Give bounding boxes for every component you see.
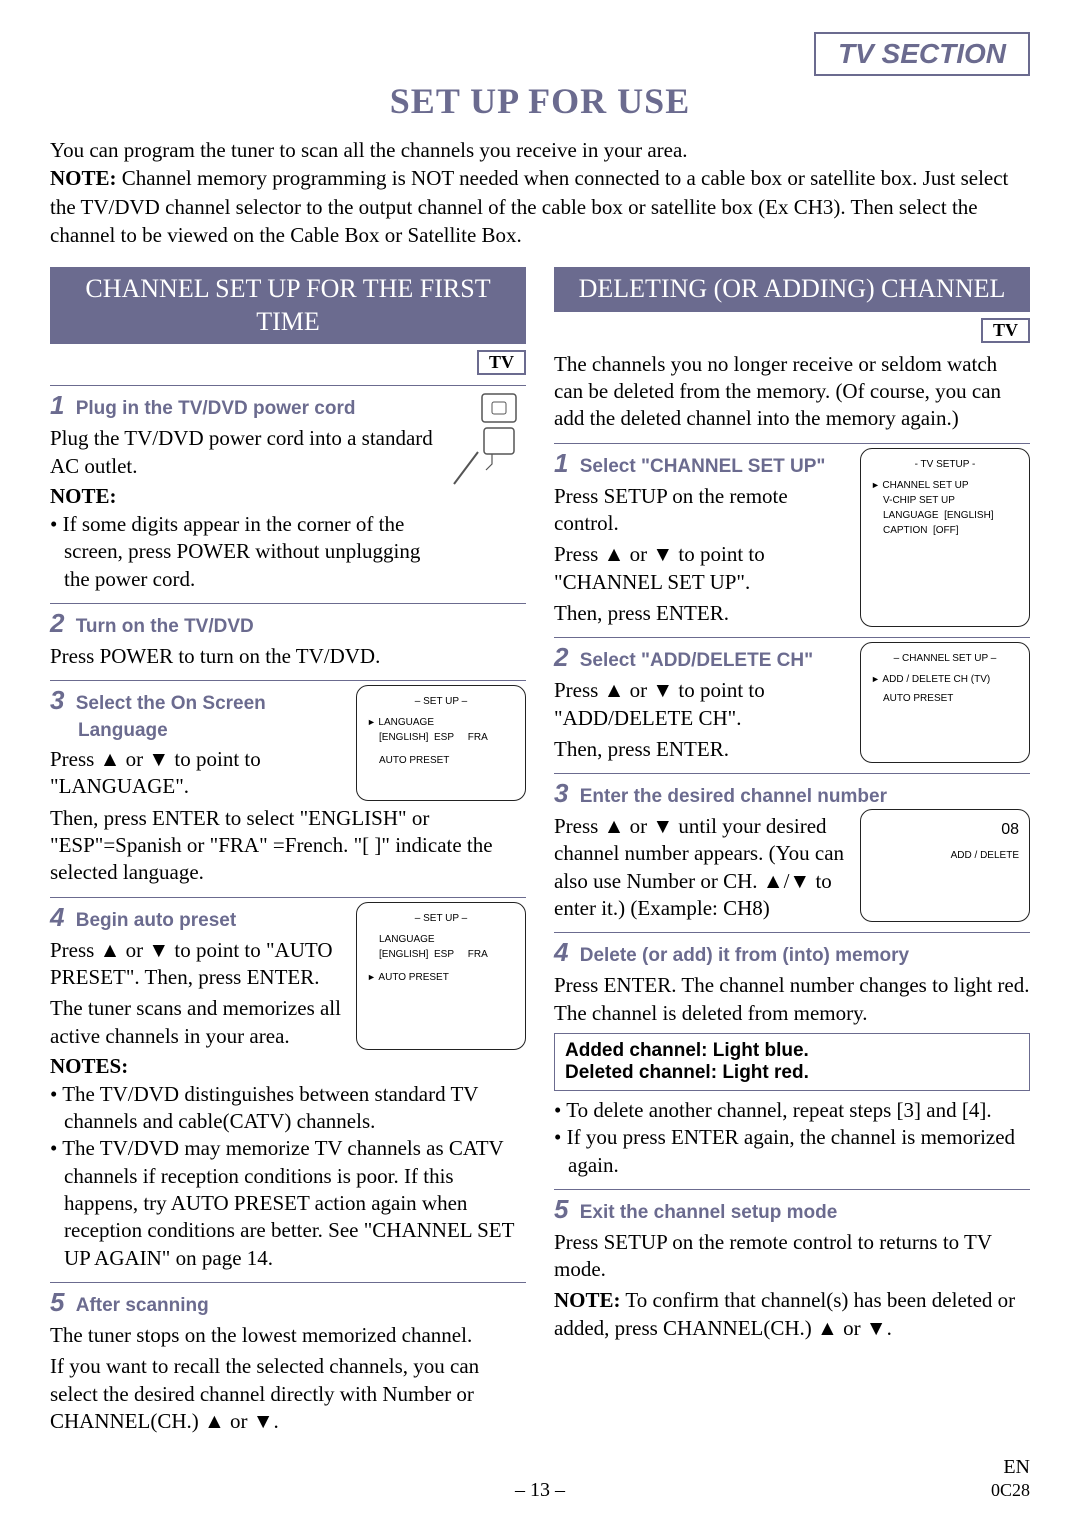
- step2-title: Turn on the TV/DVD: [76, 616, 254, 637]
- osd-title: – CHANNEL SET UP –: [871, 651, 1019, 666]
- osd-line: CAPTION [OFF]: [871, 523, 1019, 538]
- tv-section-label: TV SECTION: [814, 32, 1030, 76]
- page-title: SET UP FOR USE: [50, 80, 1030, 122]
- step5-body1: The tuner stops on the lowest memorized …: [50, 1322, 526, 1349]
- osd-setup-1: – SET UP – LANGUAGE [ENGLISH] ESP FRA AU…: [356, 685, 526, 801]
- step1-title: Plug in the TV/DVD power cord: [76, 398, 356, 419]
- left-column: CHANNEL SET UP FOR THE FIRST TIME TV 1 P…: [50, 267, 526, 1435]
- step4-b1: The TV/DVD distinguishes between standar…: [50, 1081, 526, 1136]
- rstep1-body1: Press SETUP on the remote control.: [554, 483, 848, 538]
- rstep5-num: 5: [554, 1194, 568, 1224]
- callout-added: Added channel: Light blue.: [565, 1040, 1019, 1062]
- osd-line: [ENGLISH] ESP FRA: [367, 730, 515, 745]
- step3-title: Select the On Screen: [76, 693, 266, 714]
- rstep5-title: Exit the channel setup mode: [580, 1202, 838, 1223]
- rstep5-note-label: NOTE:: [554, 1288, 621, 1312]
- osd-tvsetup: - TV SETUP - CHANNEL SET UP V-CHIP SET U…: [860, 448, 1030, 627]
- intro-line1: You can program the tuner to scan all th…: [50, 138, 688, 162]
- step1-num: 1: [50, 390, 64, 420]
- step3-subtitle: Language: [50, 720, 344, 742]
- osd-line: AUTO PRESET: [871, 691, 1019, 706]
- osd-line: ADD / DELETE CH (TV): [871, 672, 1019, 687]
- step3-body2: Then, press ENTER to select "ENGLISH" or…: [50, 805, 526, 887]
- plug-illustration: [448, 390, 526, 490]
- footer-en: EN: [1003, 1456, 1030, 1478]
- right-intro: The channels you no longer receive or se…: [554, 351, 1030, 433]
- osd-line: LANGUAGE: [367, 932, 515, 947]
- osd-adddelete: 08 ADD / DELETE: [860, 809, 1030, 922]
- rstep3-num: 3: [554, 778, 568, 808]
- step4-b2: The TV/DVD may memorize TV channels as C…: [50, 1135, 526, 1271]
- osd-line: [ENGLISH] ESP FRA: [367, 947, 515, 962]
- step1-bullet: If some digits appear in the corner of t…: [50, 511, 436, 593]
- osd-line: LANGUAGE [ENGLISH]: [871, 508, 1019, 523]
- osd-line: AUTO PRESET: [367, 753, 515, 768]
- osd-title: - TV SETUP -: [871, 457, 1019, 472]
- rstep1-body3: Then, press ENTER.: [554, 600, 848, 627]
- color-callout: Added channel: Light blue. Deleted chann…: [554, 1033, 1030, 1091]
- rstep4-b1: To delete another channel, repeat steps …: [554, 1097, 1030, 1124]
- rstep4-num: 4: [554, 937, 568, 967]
- rstep5-note: NOTE: To confirm that channel(s) has bee…: [554, 1287, 1030, 1342]
- step5-title: After scanning: [76, 1295, 209, 1316]
- step4-title: Begin auto preset: [76, 910, 236, 931]
- step3-num: 3: [50, 685, 64, 715]
- osd-line: CHANNEL SET UP: [871, 478, 1019, 493]
- step1-note-label: NOTE:: [50, 484, 436, 509]
- intro-note-body: Channel memory programming is NOT needed…: [50, 166, 1008, 247]
- intro-block: You can program the tuner to scan all th…: [50, 136, 1030, 249]
- step4-body1: Press ▲ or ▼ to point to "AUTO PRESET". …: [50, 937, 344, 992]
- step3-body1: Press ▲ or ▼ to point to "LANGUAGE".: [50, 746, 344, 801]
- rstep3-title: Enter the desired channel number: [580, 786, 887, 807]
- osd-line: AUTO PRESET: [367, 970, 515, 985]
- footer-code-num: 0C28: [991, 1480, 1030, 1500]
- osd-line: ADD / DELETE: [871, 848, 1019, 863]
- step5-num: 5: [50, 1287, 64, 1317]
- osd-title: – SET UP –: [367, 694, 515, 709]
- osd-title: – SET UP –: [367, 911, 515, 926]
- osd-line: LANGUAGE: [367, 715, 515, 730]
- rstep3-body: Press ▲ or ▼ until your desired channel …: [554, 813, 848, 922]
- step4-body2: The tuner scans and memorizes all active…: [50, 995, 344, 1050]
- osd-channelsetup: – CHANNEL SET UP – ADD / DELETE CH (TV) …: [860, 642, 1030, 763]
- rstep5-body1: Press SETUP on the remote control to ret…: [554, 1229, 1030, 1284]
- rstep4-b2: If you press ENTER again, the channel is…: [554, 1124, 1030, 1179]
- rstep1-body2: Press ▲ or ▼ to point to "CHANNEL SET UP…: [554, 541, 848, 596]
- rstep1-num: 1: [554, 448, 568, 478]
- step1-body: Plug the TV/DVD power cord into a standa…: [50, 425, 436, 480]
- step4-num: 4: [50, 902, 64, 932]
- step5-body2: If you want to recall the selected chann…: [50, 1353, 526, 1435]
- step4-notes-label: NOTES:: [50, 1054, 526, 1079]
- osd-channel-number: 08: [871, 818, 1019, 842]
- rstep4-body: Press ENTER. The channel number changes …: [554, 972, 1030, 1027]
- footer-code: EN 0C28: [991, 1456, 1030, 1502]
- rstep2-body2: Then, press ENTER.: [554, 736, 848, 763]
- rstep1-title: Select "CHANNEL SET UP": [580, 456, 826, 477]
- callout-deleted: Deleted channel: Light red.: [565, 1062, 1019, 1084]
- osd-setup-2: – SET UP – LANGUAGE [ENGLISH] ESP FRA AU…: [356, 902, 526, 1050]
- tv-chip-left: TV: [477, 350, 526, 375]
- rstep2-body1: Press ▲ or ▼ to point to "ADD/DELETE CH"…: [554, 677, 848, 732]
- rstep4-title: Delete (or add) it from (into) memory: [580, 945, 909, 966]
- left-heading: CHANNEL SET UP FOR THE FIRST TIME: [50, 267, 526, 344]
- step2-body: Press POWER to turn on the TV/DVD.: [50, 643, 526, 670]
- osd-line: V-CHIP SET UP: [871, 493, 1019, 508]
- right-column: DELETING (OR ADDING) CHANNEL TV The chan…: [554, 267, 1030, 1435]
- right-heading: DELETING (OR ADDING) CHANNEL: [554, 267, 1030, 312]
- page-number: – 13 –: [50, 1479, 1030, 1502]
- intro-note-label: NOTE:: [50, 166, 117, 190]
- rstep5-note-body: To confirm that channel(s) has been dele…: [554, 1288, 1015, 1339]
- rstep2-title: Select "ADD/DELETE CH": [580, 650, 813, 671]
- rstep2-num: 2: [554, 642, 568, 672]
- step2-num: 2: [50, 608, 64, 638]
- page-footer: – 13 – EN 0C28: [50, 1479, 1030, 1502]
- tv-chip-right: TV: [981, 318, 1030, 343]
